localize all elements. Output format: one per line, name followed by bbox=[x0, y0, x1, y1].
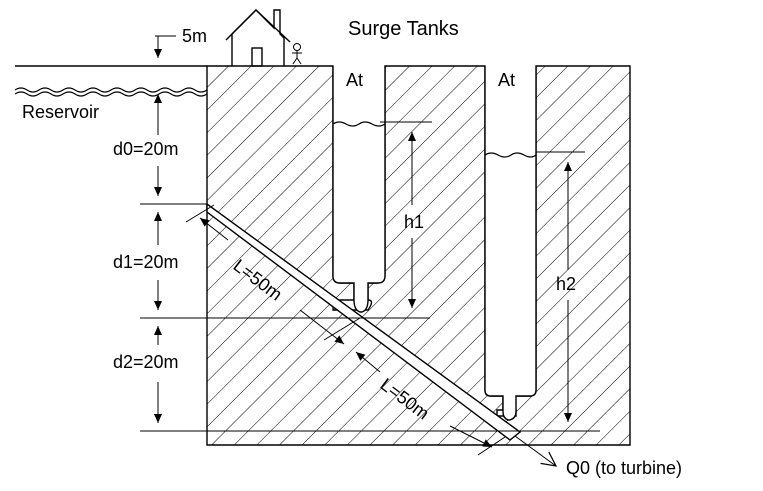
house-icon bbox=[225, 9, 291, 67]
rock-body bbox=[206, 65, 631, 446]
house-offset-dimension: 5m bbox=[148, 26, 207, 67]
head-label-h1: h1 bbox=[404, 212, 424, 232]
surge-tank-2 bbox=[484, 66, 537, 421]
tank2-water-surface bbox=[484, 152, 537, 158]
reservoir: Reservoir bbox=[14, 65, 208, 122]
tank1-area-label: At bbox=[346, 70, 363, 90]
depth-label-d2: d2=20m bbox=[113, 352, 179, 372]
head-label-h2: h2 bbox=[556, 274, 576, 294]
tank2-area-label: At bbox=[498, 70, 515, 90]
house-offset-label: 5m bbox=[182, 26, 207, 46]
depth-label-d1: d1=20m bbox=[113, 252, 179, 272]
depth-label-d0: d0=20m bbox=[113, 139, 179, 159]
reservoir-label: Reservoir bbox=[22, 102, 99, 122]
depth-dimensions: d0=20m d1=20m d2=20m bbox=[113, 94, 600, 432]
head-dimension-h1: h1 bbox=[380, 121, 432, 308]
head-dimension-h2: h2 bbox=[536, 151, 585, 422]
outflow: Q0 (to turbine) bbox=[514, 435, 682, 478]
diagram-title: Surge Tanks bbox=[348, 18, 459, 40]
outflow-label: Q0 (to turbine) bbox=[566, 458, 682, 478]
person-icon bbox=[292, 43, 302, 65]
surge-tank-1 bbox=[332, 66, 386, 313]
tank1-water-surface bbox=[332, 121, 386, 127]
